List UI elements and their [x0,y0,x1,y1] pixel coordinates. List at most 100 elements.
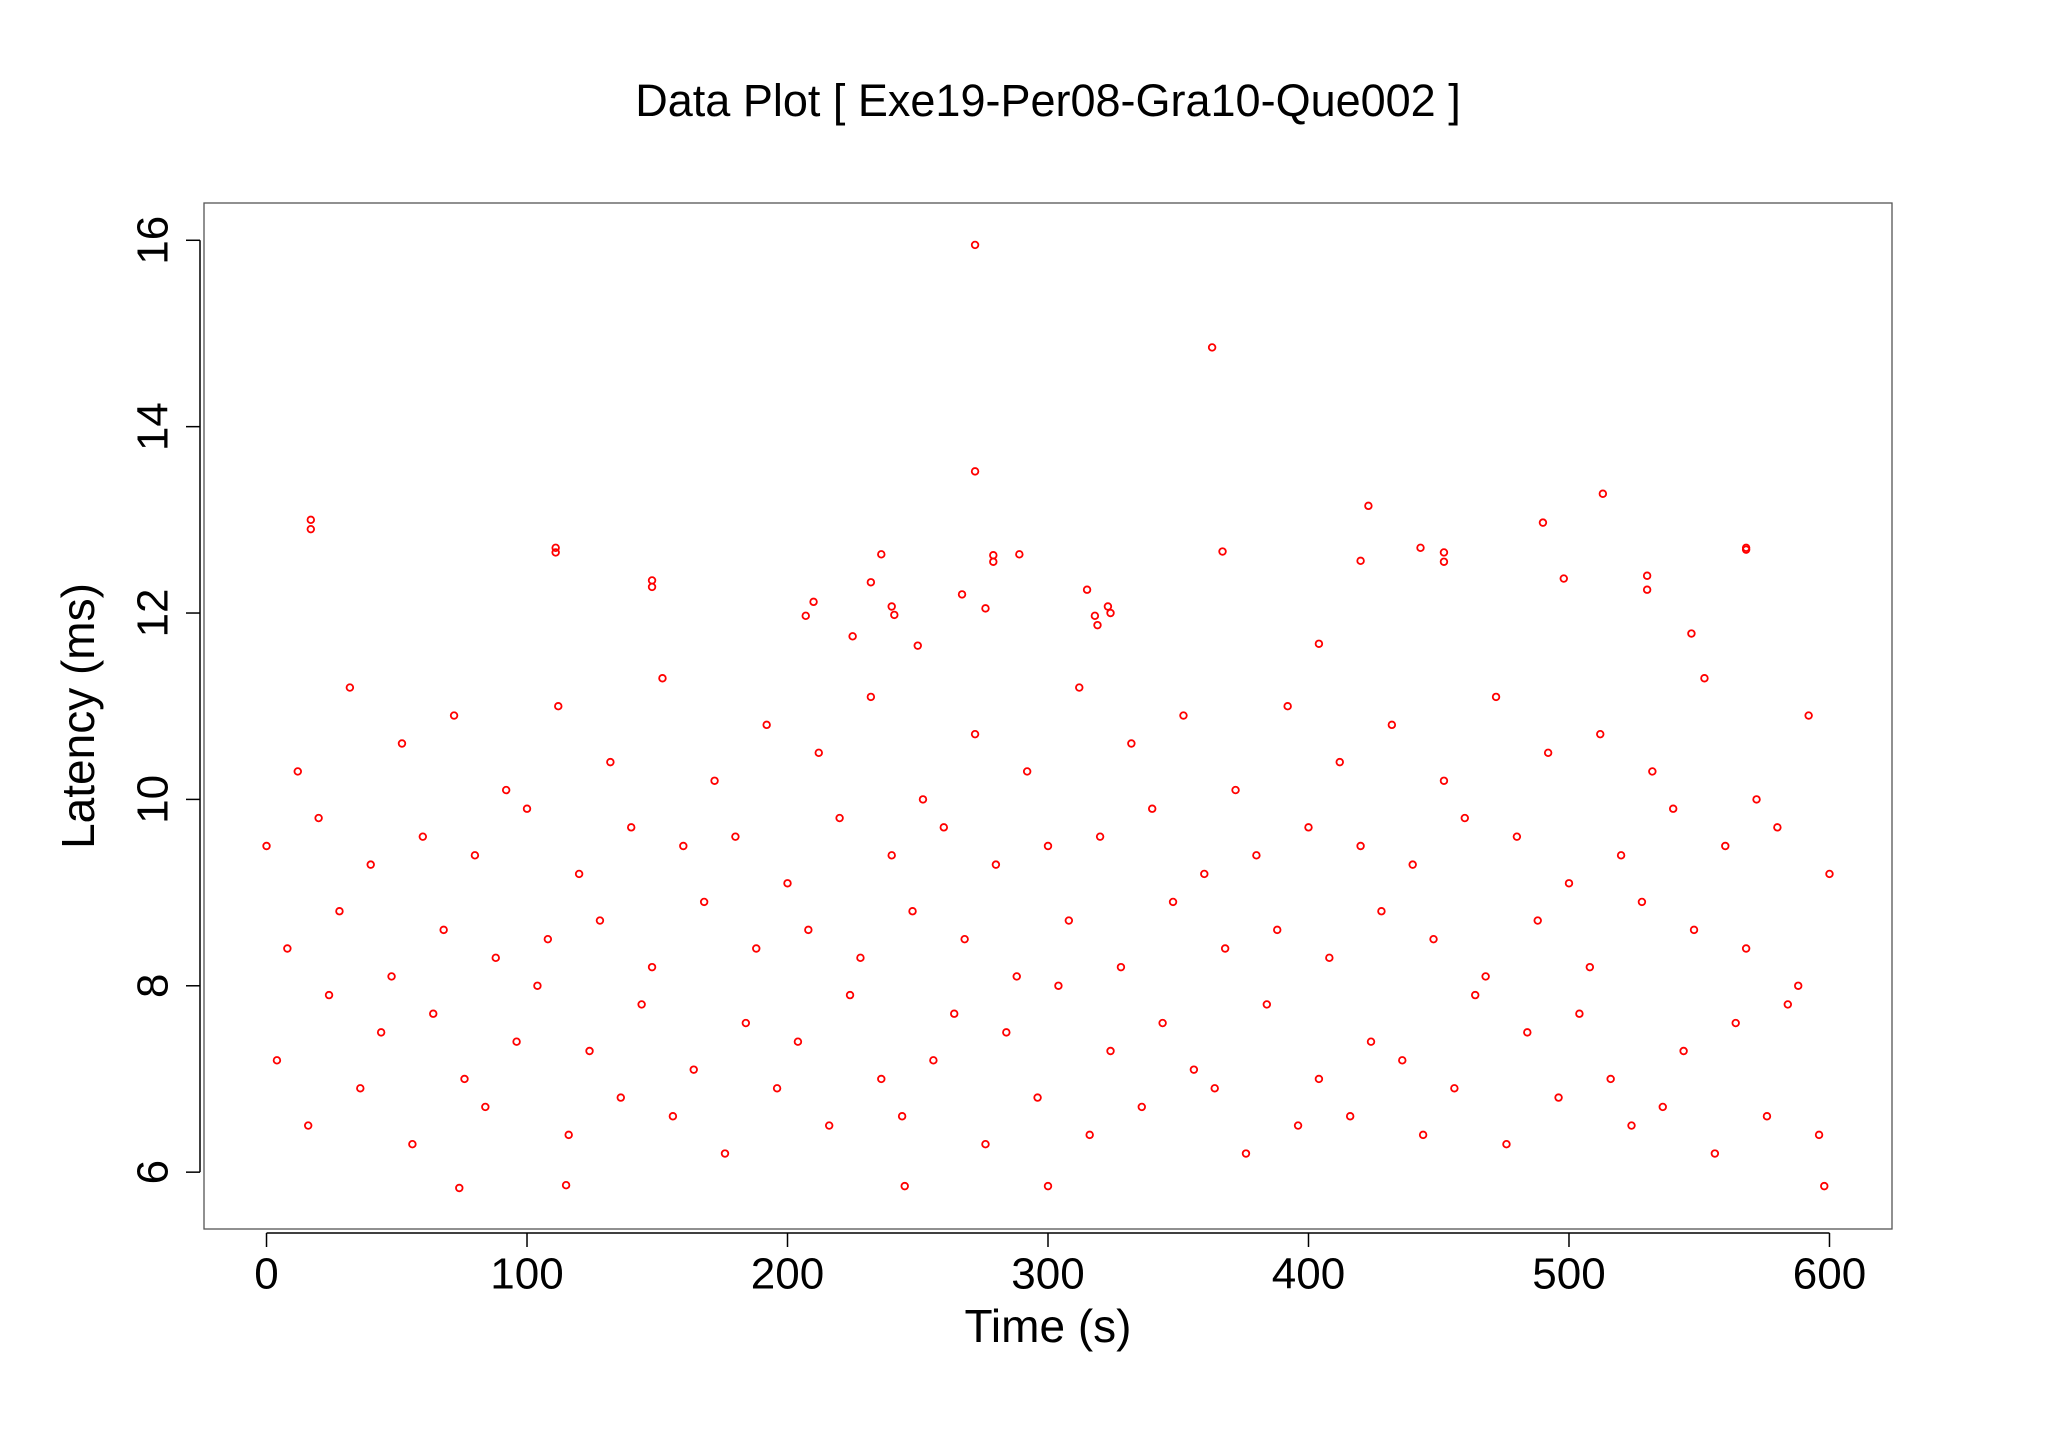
x-tick-label: 400 [1272,1250,1345,1299]
point [1335,757,1344,767]
point [551,543,560,552]
point [890,610,899,620]
point [345,683,355,692]
point [699,897,709,907]
point [1554,1093,1563,1102]
point [1783,1000,1793,1009]
point [1700,674,1709,683]
point [306,524,316,534]
point [1218,547,1227,556]
y-tick-label: 16 [129,216,178,265]
point [470,851,480,860]
point [637,1000,646,1009]
point [1043,841,1053,851]
point [1377,907,1386,916]
point [866,692,876,702]
point [1668,804,1678,813]
point [1082,585,1092,594]
point [1273,925,1282,935]
point [866,578,876,587]
point [647,962,657,972]
point [1762,1112,1772,1121]
point [1345,1112,1355,1121]
point [1090,611,1100,621]
point [900,1181,909,1191]
point [1356,841,1365,851]
point [1679,1046,1688,1056]
point [335,907,344,916]
point [376,1028,386,1037]
point [397,739,407,748]
point [1721,841,1730,851]
point [991,860,1001,869]
point [814,748,823,758]
point [720,1149,730,1158]
point [1804,711,1813,720]
point [262,841,271,851]
x-tick-label: 100 [490,1250,563,1299]
x-tick-label: 600 [1793,1250,1866,1299]
point [960,934,969,944]
point [306,515,316,525]
point [1179,711,1188,720]
point [1731,1018,1740,1028]
point [1241,1149,1251,1158]
point [929,1056,938,1065]
point [1794,981,1803,990]
point [1387,720,1397,730]
point [543,934,553,944]
point [460,1074,469,1084]
point [1559,574,1568,583]
point [647,576,657,585]
point [1093,620,1102,630]
point [989,557,998,566]
point [939,823,949,832]
point [1585,962,1595,972]
point [1814,1130,1824,1140]
point [561,1181,571,1190]
point [1439,548,1449,557]
point [1741,545,1751,554]
point [970,240,980,250]
point [1481,972,1490,981]
point [387,972,396,981]
point [1325,953,1334,963]
point [1262,1000,1272,1009]
point [1106,1046,1115,1056]
point [913,641,922,650]
point [1642,571,1652,580]
point [741,1018,751,1028]
point [1033,1093,1042,1102]
point [908,907,917,916]
point [1147,804,1157,813]
point [293,767,302,776]
point [595,916,605,925]
point [1127,739,1136,748]
point [1460,813,1469,823]
point [801,611,810,621]
point [1356,556,1365,566]
point [772,1084,782,1093]
point [710,776,719,785]
point [1648,767,1657,776]
point [1689,925,1699,935]
point [627,823,636,832]
point [616,1093,625,1102]
point [1450,1084,1459,1093]
point [1106,608,1115,618]
point [658,674,667,683]
point [1471,990,1480,1000]
point [1075,683,1084,692]
point [1512,832,1522,841]
point [522,804,532,813]
point [1015,550,1024,559]
point [1596,729,1605,739]
point [1304,823,1313,832]
point [1658,1102,1667,1112]
point [1095,832,1105,841]
point [752,944,761,953]
point [1022,767,1032,776]
point [981,1139,990,1149]
point [1293,1121,1303,1130]
